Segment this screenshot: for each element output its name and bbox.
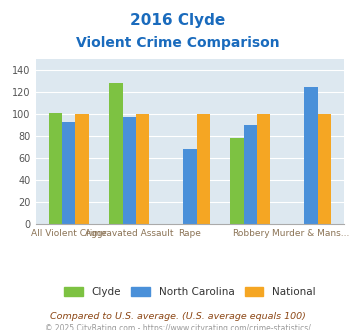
Text: Violent Crime Comparison: Violent Crime Comparison: [76, 36, 279, 50]
Text: 2016 Clyde: 2016 Clyde: [130, 13, 225, 28]
Bar: [230, 138, 244, 224]
Legend: Clyde, North Carolina, National: Clyde, North Carolina, National: [60, 282, 320, 301]
Bar: [304, 87, 318, 224]
Text: Compared to U.S. average. (U.S. average equals 100): Compared to U.S. average. (U.S. average …: [50, 312, 305, 321]
Bar: [318, 115, 331, 224]
Bar: [123, 116, 136, 224]
Bar: [76, 115, 89, 224]
Bar: [197, 115, 210, 224]
Bar: [244, 125, 257, 224]
Bar: [136, 115, 149, 224]
Bar: [62, 122, 76, 224]
Bar: [183, 148, 197, 224]
Bar: [49, 113, 62, 224]
Bar: [257, 115, 271, 224]
Bar: [109, 82, 123, 224]
Text: © 2025 CityRating.com - https://www.cityrating.com/crime-statistics/: © 2025 CityRating.com - https://www.city…: [45, 324, 310, 330]
